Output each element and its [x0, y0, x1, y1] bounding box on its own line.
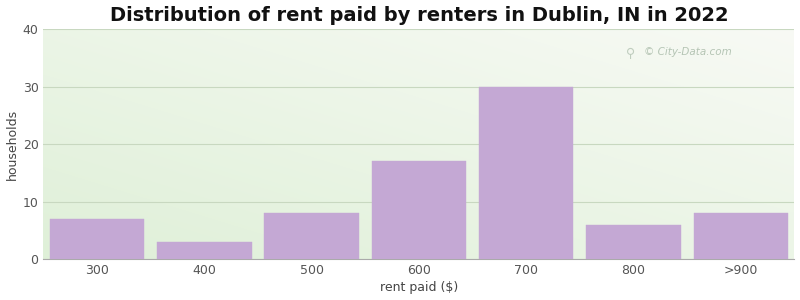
Title: Distribution of rent paid by renters in Dublin, IN in 2022: Distribution of rent paid by renters in … — [110, 6, 728, 25]
Bar — [372, 161, 466, 260]
Bar — [479, 86, 574, 260]
Bar — [265, 213, 359, 260]
Y-axis label: households: households — [6, 109, 18, 180]
Text: ⚲: ⚲ — [626, 47, 634, 60]
X-axis label: rent paid ($): rent paid ($) — [380, 281, 458, 294]
Text: © City-Data.com: © City-Data.com — [644, 47, 732, 57]
Bar — [157, 242, 251, 260]
Bar — [50, 219, 144, 260]
Bar — [694, 213, 788, 260]
Bar — [586, 225, 681, 260]
